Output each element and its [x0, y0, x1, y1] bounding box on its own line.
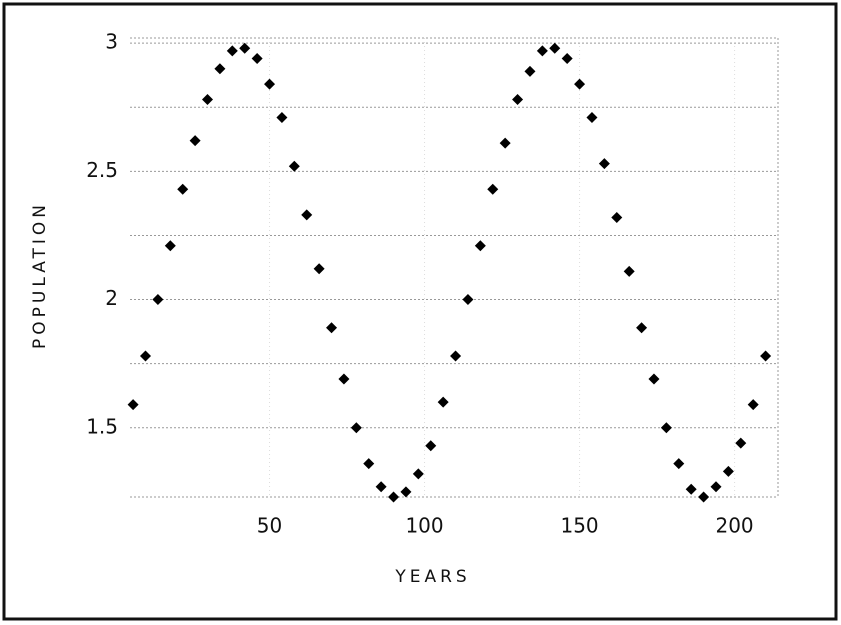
point: [586, 111, 598, 123]
y-tick-label: 3: [105, 30, 118, 54]
point: [375, 481, 387, 493]
point: [177, 183, 189, 195]
point: [288, 160, 300, 172]
x-tick-label: 200: [715, 514, 753, 538]
point: [239, 42, 251, 54]
point: [164, 240, 176, 252]
point: [623, 265, 635, 277]
point: [660, 422, 672, 434]
point: [574, 78, 586, 90]
point: [338, 373, 350, 385]
point: [747, 399, 759, 411]
point: [735, 437, 747, 449]
point: [474, 240, 486, 252]
point: [561, 53, 573, 65]
point: [202, 94, 214, 106]
point: [499, 137, 511, 149]
point: [350, 422, 362, 434]
x-axis-title: YEARS: [394, 567, 470, 587]
point: [673, 458, 685, 470]
point: [549, 42, 561, 54]
y-axis-title: POPULATION: [30, 201, 50, 349]
x-tick-label: 150: [560, 514, 598, 538]
point: [648, 373, 660, 385]
point: [363, 458, 375, 470]
point: [276, 111, 288, 123]
point: [425, 440, 437, 452]
point: [636, 322, 648, 334]
point: [698, 491, 710, 503]
point: [524, 65, 536, 77]
point: [127, 399, 139, 411]
point: [214, 63, 226, 75]
point: [450, 350, 462, 362]
point: [437, 396, 449, 408]
point: [685, 483, 697, 495]
point: [152, 294, 164, 306]
point: [388, 491, 400, 503]
point: [487, 183, 499, 195]
x-tick-label: 50: [257, 514, 282, 538]
point: [264, 78, 276, 90]
point: [400, 486, 412, 498]
point: [412, 468, 424, 480]
point: [251, 53, 263, 65]
point: [189, 135, 201, 147]
y-tick-label: 1.5: [86, 414, 118, 438]
point: [598, 158, 610, 170]
point: [462, 294, 474, 306]
point: [611, 211, 623, 223]
point: [226, 45, 238, 57]
point: [326, 322, 338, 334]
point: [313, 263, 325, 275]
point: [710, 481, 722, 493]
y-tick-label: 2.5: [86, 158, 118, 182]
point: [760, 350, 772, 362]
point: [536, 45, 548, 57]
point: [722, 465, 734, 477]
point: [512, 94, 524, 106]
x-tick-label: 100: [405, 514, 443, 538]
point: [301, 209, 313, 221]
point: [140, 350, 152, 362]
y-tick-label: 2: [105, 286, 118, 310]
